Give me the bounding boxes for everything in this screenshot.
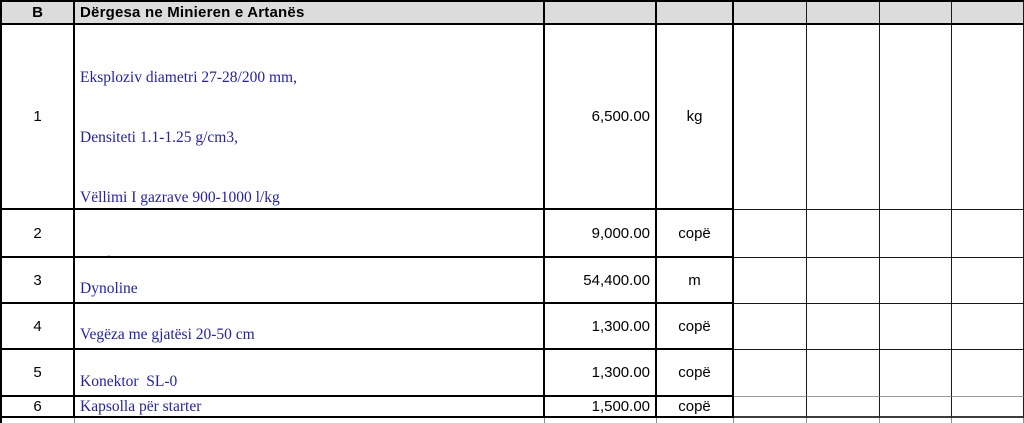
description-cell[interactable]: Kapsolla për starter <box>75 397 545 418</box>
quantity-cell[interactable]: 1,500.00 <box>545 397 657 418</box>
quantity-cell[interactable]: 6,500.00 <box>545 25 657 210</box>
empty-cell[interactable] <box>952 258 1024 304</box>
empty-cell[interactable] <box>734 350 807 397</box>
quantity-cell[interactable]: 9,000.00 <box>545 210 657 258</box>
empty-cell[interactable] <box>734 304 807 350</box>
empty-cell[interactable] <box>807 258 880 304</box>
description-cell[interactable]: LP-detonator koha me intervale inicimi 5… <box>75 210 545 258</box>
empty-cell[interactable] <box>807 25 880 210</box>
empty-cell[interactable] <box>952 210 1024 258</box>
empty-cell[interactable] <box>880 397 952 418</box>
header-column-letter-cell[interactable]: B <box>2 2 75 25</box>
row-number-cell[interactable]: 5 <box>2 350 75 397</box>
partial-row-cell[interactable] <box>734 418 807 423</box>
empty-cell[interactable] <box>880 25 952 210</box>
row-number-cell[interactable]: 4 <box>2 304 75 350</box>
row-number-cell[interactable]: 1 <box>2 25 75 210</box>
empty-cell[interactable] <box>880 350 952 397</box>
description-cell[interactable]: Dynoline <box>75 258 545 304</box>
header-quantity-cell[interactable] <box>545 2 657 25</box>
header-empty-cell[interactable] <box>807 2 880 25</box>
empty-cell[interactable] <box>952 25 1024 210</box>
unit-cell[interactable]: copë <box>657 304 734 350</box>
quantity-cell[interactable]: 1,300.00 <box>545 350 657 397</box>
description-cell[interactable]: Konektor SL-0 <box>75 350 545 397</box>
partial-row-cell[interactable] <box>880 418 952 423</box>
quantity-cell[interactable]: 54,400.00 <box>545 258 657 304</box>
description-cell[interactable]: Eksploziv diametri 27-28/200 mm, Densite… <box>75 25 545 210</box>
empty-cell[interactable] <box>952 397 1024 418</box>
partial-row-cell[interactable] <box>807 418 880 423</box>
empty-cell[interactable] <box>880 210 952 258</box>
empty-cell[interactable] <box>952 304 1024 350</box>
empty-cell[interactable] <box>880 258 952 304</box>
unit-cell[interactable]: m <box>657 258 734 304</box>
description-line: Vëllimi I gazrave 900-1000 l/kg <box>80 189 280 206</box>
empty-cell[interactable] <box>807 304 880 350</box>
row-number-cell[interactable]: 3 <box>2 258 75 304</box>
empty-cell[interactable] <box>734 210 807 258</box>
description-cell[interactable]: Vegëza me gjatësi 20-50 cm <box>75 304 545 350</box>
partial-row-cell[interactable] <box>952 418 1024 423</box>
header-unit-cell[interactable] <box>657 2 734 25</box>
partial-row-cell[interactable] <box>75 418 545 423</box>
unit-cell[interactable]: kg <box>657 25 734 210</box>
description-line: Eksploziv diametri 27-28/200 mm, <box>80 69 297 86</box>
empty-cell[interactable] <box>734 25 807 210</box>
unit-cell[interactable]: copë <box>657 350 734 397</box>
unit-cell[interactable]: copë <box>657 397 734 418</box>
header-empty-cell[interactable] <box>734 2 807 25</box>
header-empty-cell[interactable] <box>952 2 1024 25</box>
description-line: LP-detonator koha me intervale inicimi 5… <box>80 253 536 256</box>
partial-row-cell[interactable] <box>545 418 657 423</box>
row-number-cell[interactable]: 2 <box>2 210 75 258</box>
empty-cell[interactable] <box>952 350 1024 397</box>
empty-cell[interactable] <box>807 397 880 418</box>
empty-cell[interactable] <box>880 304 952 350</box>
header-empty-cell[interactable] <box>880 2 952 25</box>
description-line: Densiteti 1.1-1.25 g/cm3, <box>80 129 238 146</box>
empty-cell[interactable] <box>734 397 807 418</box>
unit-cell[interactable]: copë <box>657 210 734 258</box>
partial-row-cell[interactable] <box>657 418 734 423</box>
row-number-cell[interactable]: 6 <box>2 397 75 418</box>
quantity-cell[interactable]: 1,300.00 <box>545 304 657 350</box>
partial-row-cell[interactable] <box>2 418 75 423</box>
header-title-cell[interactable]: Dërgesa ne Minieren e Artanës <box>75 2 545 25</box>
empty-cell[interactable] <box>734 258 807 304</box>
empty-cell[interactable] <box>807 210 880 258</box>
empty-cell[interactable] <box>807 350 880 397</box>
